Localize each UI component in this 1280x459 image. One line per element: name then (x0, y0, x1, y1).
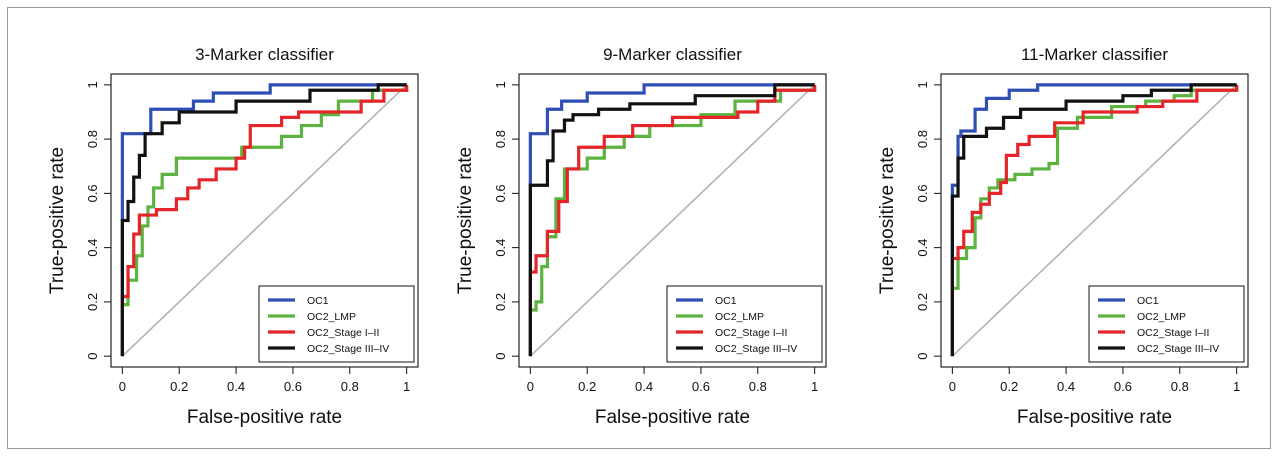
x-tick-label: 0.4 (227, 379, 245, 394)
series-line-oc2-lmp (950, 84, 1239, 357)
x-tick-label: 0.2 (170, 379, 188, 394)
x-axis-label: False-positive rate (595, 407, 750, 428)
y-tick-label: 0.6 (915, 184, 930, 202)
plot-frame (110, 73, 419, 368)
series-line-oc2-stage-iii-iv (120, 83, 407, 357)
y-tick-label: 0 (85, 353, 100, 360)
y-tick-label: 0.4 (493, 239, 508, 257)
legend-label-oc1: OC1 (1137, 295, 1159, 307)
x-tick-label: 0.4 (1057, 379, 1075, 394)
series-line-oc1 (528, 83, 815, 357)
x-tick-label: 0.2 (1000, 379, 1018, 394)
legend-label-oc2-lmp: OC2_LMP (307, 311, 356, 323)
x-tick-label: 0.4 (635, 379, 653, 394)
series-line-oc2-stage-i-ii (528, 84, 817, 357)
x-tick-label: 0.8 (341, 379, 359, 394)
y-axis-label: True-positive rate (47, 147, 68, 294)
y-axis-label: True-positive rate (455, 147, 476, 294)
chart-legend: OC1 OC2_LMP OC2_Stage I–II OC2_Stage III–IV (1088, 285, 1245, 363)
x-tick-label: 0 (527, 379, 534, 394)
y-tick-label: 0.2 (85, 293, 100, 311)
chart-legend: OC1 OC2_LMP OC2_Stage I–II OC2_Stage III–IV (666, 285, 823, 363)
legend-label-oc2-stage-iii-iv: OC2_Stage III–IV (715, 343, 797, 355)
series-line-oc1 (120, 83, 407, 357)
chart-panel-3: 11-Marker classifier 0 0.2 0.4 0.6 0.8 1 0 0.2 0.… (877, 45, 1249, 428)
series-line-oc2-lmp (528, 84, 817, 357)
diagonal-reference-line (529, 84, 816, 357)
legend-label-oc1: OC1 (307, 295, 329, 307)
legend-label-oc2-lmp: OC2_LMP (1137, 311, 1186, 323)
series-line-oc2-stage-iii-iv (528, 83, 815, 357)
y-tick-label: 1 (493, 81, 508, 88)
x-tick-label: 0.6 (1114, 379, 1132, 394)
x-tick-label: 1 (403, 379, 410, 394)
x-tick-label: 0 (119, 379, 126, 394)
x-tick-label: 0.8 (749, 379, 767, 394)
x-tick-label: 0 (949, 379, 956, 394)
diagonal-reference-line (951, 84, 1238, 357)
chart-panel-2: 9-Marker classifier 0 0.2 0.4 0.6 0.8 1 0 0.2 0.4… (455, 45, 827, 428)
legend-label-oc2-stage-i-ii: OC2_Stage I–II (307, 327, 379, 339)
legend-label-oc2-stage-i-ii: OC2_Stage I–II (1137, 327, 1209, 339)
x-tick-label: 0.2 (578, 379, 596, 394)
y-tick-label: 0.8 (493, 130, 508, 148)
x-axis-label: False-positive rate (1017, 407, 1172, 428)
chart-title: 11-Marker classifier (1021, 45, 1168, 64)
y-tick-label: 0.6 (493, 184, 508, 202)
series-line-oc2-stage-i-ii (950, 84, 1239, 357)
chart-panel-1: 3-Marker classifier 0 0.2 0.4 0.6 0.8 1 0 0.2 0.4… (47, 45, 419, 428)
y-tick-label: 0.6 (85, 184, 100, 202)
x-tick-label: 0.6 (284, 379, 302, 394)
chart-title: 9-Marker classifier (603, 45, 742, 64)
y-tick-label: 0.4 (85, 239, 100, 257)
x-tick-label: 1 (811, 379, 818, 394)
y-tick-label: 0.4 (915, 239, 930, 257)
y-tick-label: 0.2 (915, 293, 930, 311)
series-line-oc2-stage-iii-iv (950, 83, 1237, 357)
figure-frame (7, 7, 1271, 449)
chart-title: 3-Marker classifier (195, 45, 334, 64)
chart-legend: OC1 OC2_LMP OC2_Stage I–II OC2_Stage III–IV (258, 285, 415, 363)
plot-frame (940, 73, 1249, 368)
y-tick-label: 0 (915, 353, 930, 360)
diagonal-reference-line (121, 84, 408, 357)
series-line-oc2-stage-i-ii (120, 84, 409, 357)
y-tick-label: 0 (493, 353, 508, 360)
legend-label-oc1: OC1 (715, 295, 737, 307)
x-axis-label: False-positive rate (187, 407, 342, 428)
legend-label-oc2-lmp: OC2_LMP (715, 311, 764, 323)
plot-frame (518, 73, 827, 368)
y-tick-label: 1 (915, 81, 930, 88)
x-tick-label: 0.8 (1171, 379, 1189, 394)
legend-label-oc2-stage-iii-iv: OC2_Stage III–IV (1137, 343, 1219, 355)
legend-label-oc2-stage-iii-iv: OC2_Stage III–IV (307, 343, 389, 355)
y-tick-label: 0.8 (85, 130, 100, 148)
y-tick-label: 1 (85, 81, 100, 88)
y-tick-label: 0.8 (915, 130, 930, 148)
x-tick-label: 1 (1233, 379, 1240, 394)
y-axis-label: True-positive rate (877, 147, 898, 294)
legend-label-oc2-stage-i-ii: OC2_Stage I–II (715, 327, 787, 339)
y-tick-label: 0.2 (493, 293, 508, 311)
x-tick-label: 0.6 (692, 379, 710, 394)
